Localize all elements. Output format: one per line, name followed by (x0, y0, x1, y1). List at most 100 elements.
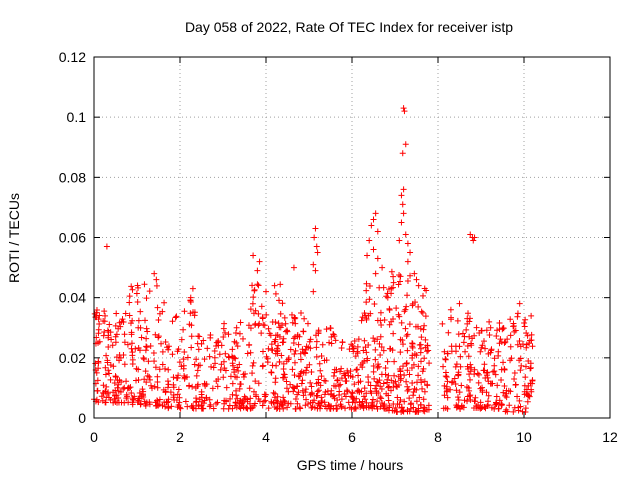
data-point (327, 391, 334, 398)
data-point (404, 367, 411, 374)
data-point (255, 395, 262, 402)
data-point (409, 340, 416, 347)
data-point (424, 342, 431, 349)
data-point (338, 404, 345, 411)
data-point (315, 387, 322, 394)
data-point (181, 348, 188, 355)
data-point (195, 402, 202, 408)
data-point (220, 374, 227, 381)
data-point (283, 385, 290, 392)
data-point (507, 316, 514, 323)
data-point (281, 397, 288, 404)
data-point (396, 313, 403, 320)
data-point (102, 312, 109, 319)
data-point (291, 384, 298, 391)
data-point (212, 360, 219, 367)
data-point (398, 192, 405, 199)
data-point (326, 339, 333, 346)
data-point (302, 386, 309, 393)
data-point (105, 367, 112, 374)
data-point (249, 370, 256, 377)
data-point (126, 299, 133, 306)
data-point (300, 328, 307, 335)
data-point (352, 353, 359, 360)
data-point (246, 385, 253, 392)
data-point (107, 362, 114, 369)
data-point (225, 405, 232, 412)
data-point (527, 364, 534, 371)
data-point (354, 350, 361, 357)
data-point (365, 404, 372, 411)
data-point (281, 398, 288, 405)
data-point (280, 365, 287, 372)
data-point (412, 323, 419, 330)
data-point (517, 367, 524, 374)
data-point (323, 357, 330, 364)
data-point (360, 393, 367, 400)
data-point (506, 402, 513, 409)
data-point (168, 403, 175, 410)
data-point (143, 295, 150, 302)
data-point (237, 405, 244, 412)
data-point (154, 384, 161, 391)
data-point (399, 337, 406, 344)
data-point (220, 358, 227, 365)
data-point (142, 317, 149, 324)
data-point (335, 382, 342, 389)
data-point (180, 362, 187, 369)
data-point (260, 348, 266, 355)
data-point (493, 400, 500, 407)
data-point (128, 345, 135, 352)
data-point (255, 322, 262, 329)
data-point (527, 365, 534, 372)
data-point (313, 380, 320, 387)
data-point (384, 358, 391, 365)
data-point (441, 382, 448, 389)
data-point (194, 383, 201, 390)
data-point (507, 332, 514, 339)
data-point (467, 392, 474, 399)
data-point (448, 316, 455, 323)
data-point (318, 353, 325, 360)
data-point (103, 352, 110, 359)
data-point (466, 318, 473, 325)
data-point (275, 342, 282, 349)
data-point (204, 345, 211, 352)
data-point (218, 342, 225, 349)
data-point (363, 349, 370, 356)
data-point (466, 315, 473, 322)
data-point (464, 342, 471, 349)
data-point (471, 366, 478, 373)
data-point (318, 394, 325, 401)
data-point (122, 310, 129, 317)
data-point (390, 379, 397, 386)
data-point (341, 390, 348, 397)
data-point (229, 353, 236, 360)
data-point (215, 376, 222, 383)
data-point (426, 360, 433, 367)
data-point (159, 348, 166, 355)
data-point (529, 380, 536, 387)
data-point (353, 367, 360, 374)
data-point (369, 399, 376, 406)
data-point (369, 402, 376, 409)
data-point (363, 316, 370, 323)
y-ticks: 0 0.02 0.04 0.06 0.08 0.1 0.12 (59, 49, 610, 426)
data-point (252, 378, 259, 385)
data-point (464, 398, 471, 405)
data-point (393, 305, 400, 312)
data-point (352, 404, 359, 411)
data-point (376, 340, 383, 347)
data-point (280, 371, 287, 378)
data-point (246, 400, 253, 407)
data-point (466, 387, 473, 394)
data-point (172, 314, 179, 321)
data-point (522, 363, 529, 370)
data-point (334, 377, 341, 384)
data-point (174, 374, 181, 381)
data-point (343, 387, 350, 394)
data-point (206, 353, 213, 360)
data-point (501, 366, 508, 373)
data-point (200, 337, 207, 344)
data-point (291, 359, 298, 366)
